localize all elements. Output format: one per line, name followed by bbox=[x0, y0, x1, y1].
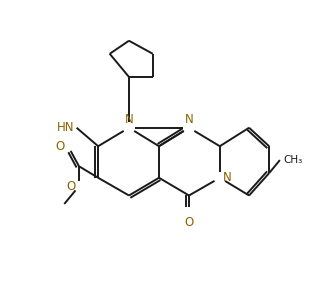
Text: N: N bbox=[185, 113, 193, 126]
Text: HN: HN bbox=[57, 121, 74, 134]
Text: O: O bbox=[184, 215, 194, 228]
Text: N: N bbox=[223, 171, 232, 184]
Text: N: N bbox=[125, 113, 133, 126]
Text: O: O bbox=[56, 140, 65, 153]
Text: O: O bbox=[67, 180, 76, 193]
Text: CH₃: CH₃ bbox=[283, 155, 302, 165]
